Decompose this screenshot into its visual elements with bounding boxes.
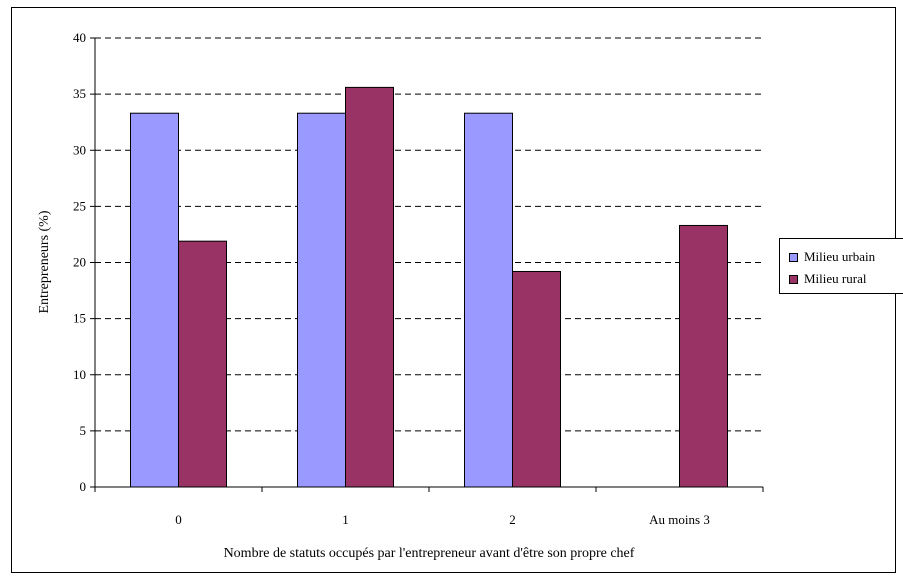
bar-urbain xyxy=(464,112,513,488)
bar-rural xyxy=(345,86,394,488)
y-tick-label: 30 xyxy=(73,142,86,157)
legend-swatch-rural xyxy=(789,274,798,284)
y-tick-label: 10 xyxy=(73,367,86,382)
y-tick-label: 40 xyxy=(73,30,86,45)
x-tick-label: 2 xyxy=(509,512,516,527)
axes xyxy=(90,37,764,492)
bar-rural xyxy=(512,270,561,488)
x-tick-label: 0 xyxy=(175,512,182,527)
x-tick-label: 1 xyxy=(342,512,349,527)
bar-urbain xyxy=(297,112,346,488)
y-tick-label: 15 xyxy=(73,311,86,326)
x-axis-title: Nombre de statuts occupés par l'entrepre… xyxy=(224,546,635,561)
legend-label-urbain: Milieu urbain xyxy=(804,249,876,264)
y-tick-label: 5 xyxy=(80,423,87,438)
legend-label-rural: Milieu rural xyxy=(804,271,867,286)
legend-item-urbain: Milieu urbain xyxy=(789,248,875,266)
legend: Milieu urbain Milieu rural xyxy=(779,238,903,294)
y-tick-label: 20 xyxy=(73,255,86,270)
bar-rural xyxy=(178,240,227,488)
y-tick-labels: 0 5 10 15 20 25 30 35 40 xyxy=(73,30,86,494)
x-tick-labels: 0 1 2 Au moins 3 xyxy=(175,512,710,527)
y-tick-label: 0 xyxy=(80,479,87,494)
y-axis-title: Entrepreneurs (%) xyxy=(37,210,52,313)
legend-swatch-urbain xyxy=(789,252,798,262)
y-tick-label: 35 xyxy=(73,86,86,101)
bars xyxy=(130,86,728,488)
bar-rural xyxy=(679,224,728,488)
bar-urbain xyxy=(130,112,179,488)
legend-item-rural: Milieu rural xyxy=(789,270,866,288)
x-tick-label: Au moins 3 xyxy=(649,512,710,527)
y-tick-label: 25 xyxy=(73,198,86,213)
